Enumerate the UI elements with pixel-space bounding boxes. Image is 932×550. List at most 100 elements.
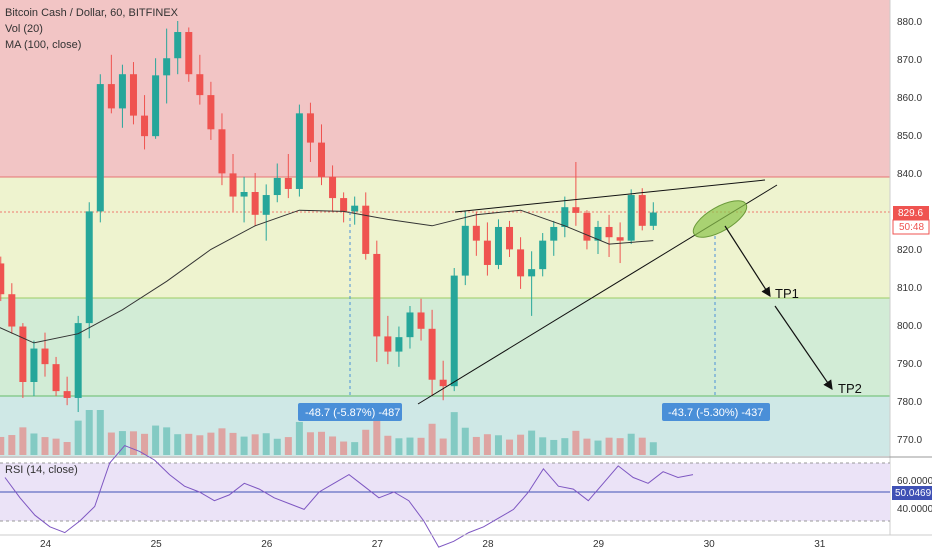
candle-body[interactable] [506,226,514,250]
candle-body[interactable] [329,176,337,199]
volume-legend[interactable]: Vol (20) [5,23,43,35]
volume-bar [284,437,292,455]
candle-body[interactable] [550,226,558,241]
volume-bar [517,434,525,455]
candle-body[interactable] [318,142,325,177]
candle-body[interactable] [616,237,624,241]
candle-body[interactable] [572,207,580,213]
volume-bar [362,429,370,455]
volume-bar [494,435,502,455]
candle-body[interactable] [96,84,104,212]
candle-body[interactable] [207,95,215,130]
trendline-resistance[interactable] [454,179,766,213]
candle-body[interactable] [218,129,226,174]
time-tick: 26 [261,539,273,550]
candle-body[interactable] [494,226,502,265]
candle-body[interactable] [19,326,27,382]
candle-body[interactable] [284,177,292,189]
candle-body[interactable] [362,205,370,254]
candle-body[interactable] [627,195,635,241]
candle-body[interactable] [373,253,381,337]
time-tick: 27 [372,539,384,550]
volume-bar [483,434,491,455]
candle-body[interactable] [439,379,447,387]
rsi-line [4,445,694,548]
volume-bar [306,432,314,455]
volume-bar [52,438,60,455]
candle-body[interactable] [8,294,16,327]
rsi-tick-40: 40.0000 [897,504,932,515]
candle-body[interactable] [295,113,303,189]
candle-body[interactable] [30,348,38,382]
time-tick: 30 [704,539,716,550]
volume-bar [85,410,93,455]
volume-bar [616,438,624,455]
candle-body[interactable] [152,75,160,137]
rsi-legend[interactable]: RSI (14, close) [5,464,78,476]
candle-body[interactable] [74,323,82,398]
candle-body[interactable] [583,212,591,241]
candle-body[interactable] [417,312,425,329]
candle-body[interactable] [41,348,49,365]
ma-legend[interactable]: MA (100, close) [5,39,81,51]
price-tick: 860.0 [897,93,922,104]
current-price-text: 829.6 [898,208,923,219]
symbol-legend[interactable]: Bitcoin Cash / Dollar, 60, BITFINEX [5,7,179,19]
candle-body[interactable] [196,74,204,96]
candle-body[interactable] [163,58,171,76]
volume-bars [0,410,657,455]
candle-body[interactable] [351,205,359,212]
candle-body[interactable] [594,226,602,241]
candle-body[interactable] [141,115,149,137]
price-tick: 820.0 [897,245,922,256]
candle-body[interactable] [395,337,403,352]
candle-body[interactable] [483,240,491,265]
volume-bar [539,437,547,455]
candle-body[interactable] [638,195,646,226]
candle-body[interactable] [185,32,193,75]
volume-bar [528,430,536,455]
candle-body[interactable] [273,177,281,196]
candle-body[interactable] [340,198,348,212]
candle-body[interactable] [107,84,115,109]
candle-body[interactable] [605,226,613,238]
volume-bar [218,428,226,455]
candle-body[interactable] [52,364,60,392]
volume-bar [174,434,182,455]
candle-body[interactable] [0,263,5,295]
candle-body[interactable] [262,195,270,215]
candle-body[interactable] [539,240,547,270]
volume-bar [41,437,49,455]
measure-left-text: -48.7 (-5.87%) -487 [305,407,400,419]
candle-body[interactable] [174,32,182,59]
candle-body[interactable] [240,192,248,197]
candle-body[interactable] [306,113,314,143]
candle-body[interactable] [428,328,436,380]
candle-body[interactable] [229,173,237,197]
candle-body[interactable] [561,207,569,227]
candle-body[interactable] [406,312,414,338]
candle-body[interactable] [472,225,480,241]
candle-body[interactable] [461,225,469,276]
candle-body[interactable] [528,269,536,277]
candle-body[interactable] [450,275,458,387]
candle-body[interactable] [384,336,392,352]
volume-bar [649,442,657,455]
candle-body[interactable] [649,212,657,226]
candle-body[interactable] [129,74,137,116]
candle-body[interactable] [85,211,93,324]
candles [0,21,657,413]
rsi-tick-60: 60.0000 [897,476,932,487]
measure-right-text: -43.7 (-5.30%) -437 [668,407,763,419]
candle-body[interactable] [63,391,71,398]
volume-bar [561,438,569,455]
candle-body[interactable] [517,249,525,277]
volume-bar [450,412,458,455]
tp2-label: TP2 [838,381,862,396]
candle-body[interactable] [118,74,126,109]
candle-body[interactable] [251,192,259,215]
volume-bar [638,437,646,455]
time-axis[interactable]: 24 25 26 27 28 29 30 31 [40,539,826,550]
volume-bar [627,433,635,455]
